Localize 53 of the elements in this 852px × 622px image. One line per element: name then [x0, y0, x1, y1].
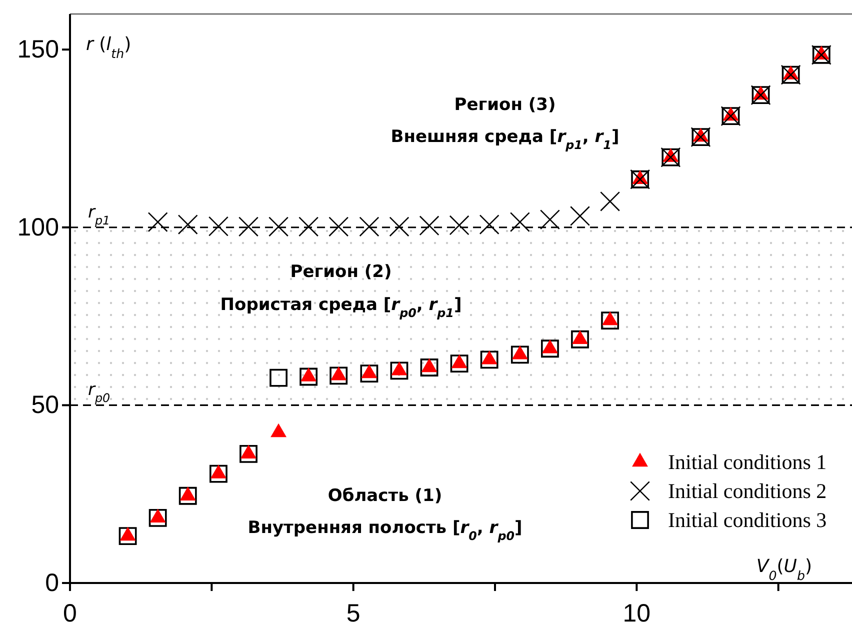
annotation: Внешняя среда [r$_{p1}$, r$_{1}$]: [390, 127, 620, 152]
point: [420, 358, 438, 376]
point: [148, 508, 167, 527]
point: [480, 350, 498, 369]
y-tick-label: 150: [17, 36, 59, 64]
point: [359, 216, 380, 237]
point: [540, 210, 560, 230]
point: [270, 368, 288, 387]
point: [118, 527, 137, 546]
y-tick-label: 100: [17, 213, 59, 242]
legend-label: Initial conditions 2: [668, 479, 827, 503]
point: [240, 444, 258, 463]
y-axis-title: r (l$_{th}$): [86, 34, 132, 60]
x-tick-label: 0: [63, 600, 77, 622]
point: [419, 216, 440, 236]
point: [600, 191, 620, 212]
point: [328, 216, 349, 237]
annotation: Внутренняя полость [r$_{0}$, r$_{p0}$]: [248, 518, 522, 543]
point: [510, 212, 530, 232]
point: [541, 340, 559, 358]
y-tick-label: 0: [45, 569, 59, 597]
y-tick-label: 50: [31, 391, 59, 420]
point: [210, 464, 228, 483]
point: [330, 366, 348, 385]
ref-line-label: r$_{p1}$: [88, 202, 110, 228]
annotation: Регион (3): [454, 95, 556, 115]
legend-label: Initial conditions 3: [668, 508, 827, 532]
point: [450, 354, 468, 373]
point: [389, 216, 410, 237]
point: [238, 216, 258, 237]
point: [178, 214, 198, 235]
point: [360, 364, 378, 382]
x-axis-title: V$_{0}$(U$_{b}$): [756, 556, 812, 582]
point: [390, 362, 408, 380]
point: [148, 212, 168, 232]
point: [601, 312, 619, 330]
point: [298, 216, 319, 237]
point: [479, 214, 500, 235]
point: [300, 368, 318, 386]
point: [570, 206, 590, 226]
point: [510, 346, 529, 364]
point: [449, 215, 470, 236]
point: [208, 216, 228, 236]
legend-label: Initial conditions 1: [668, 450, 827, 474]
point: [178, 486, 197, 505]
annotation: Регион (2): [290, 262, 392, 282]
x-tick-label: 5: [346, 600, 360, 622]
x-tick-label: 10: [622, 600, 651, 622]
point: [268, 216, 289, 237]
annotation: Пористая среда [r$_{p0}$, r$_{p1}$]: [220, 295, 462, 320]
ref-line-label: r$_{p0}$: [88, 380, 110, 406]
annotation: Область (1): [328, 486, 442, 506]
point: [571, 330, 589, 348]
